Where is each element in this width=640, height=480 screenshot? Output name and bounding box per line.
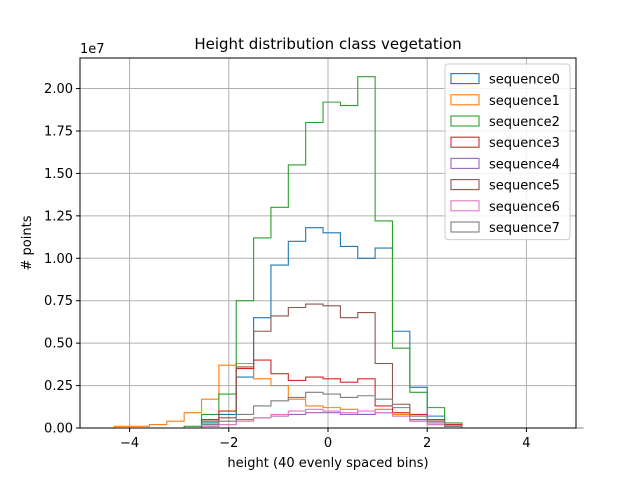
y-axis-label: # points xyxy=(20,215,35,270)
legend-label: sequence3 xyxy=(489,136,560,151)
legend-box xyxy=(444,63,571,241)
chart-title: Height distribution class vegetation xyxy=(194,35,461,53)
y-tick-label: 2.00 xyxy=(44,82,73,97)
legend-swatch xyxy=(450,200,480,212)
legend-swatch xyxy=(450,73,480,85)
legend-label: sequence1 xyxy=(489,94,560,109)
series-step-sequence1 xyxy=(80,362,584,429)
x-tick-label: 4 xyxy=(522,436,530,451)
y-tick-label: 0.00 xyxy=(44,422,73,437)
y-axis-multiplier: 1e7 xyxy=(80,42,105,57)
x-tick-label: −4 xyxy=(120,436,139,451)
y-tick-label: 1.75 xyxy=(44,124,73,139)
legend-label: sequence5 xyxy=(489,179,560,194)
series-step-sequence6 xyxy=(80,408,584,429)
legend-label: sequence6 xyxy=(489,200,560,215)
legend-swatch xyxy=(450,157,480,169)
series-step-sequence5 xyxy=(80,303,584,429)
y-tick-label: 1.25 xyxy=(44,209,73,224)
y-tick-label: 0.50 xyxy=(44,337,73,352)
x-tick-label: 2 xyxy=(423,436,431,451)
legend-label: sequence0 xyxy=(489,73,560,88)
legend-label: sequence7 xyxy=(489,221,560,236)
series-step-sequence0 xyxy=(80,227,584,429)
legend-swatch xyxy=(450,115,480,127)
y-tick-label: 1.50 xyxy=(44,167,73,182)
legend: sequence0 sequence1 sequence2 sequence3 sequ… xyxy=(444,63,571,241)
series-step-sequence4 xyxy=(80,412,584,429)
y-tick-label: 1.00 xyxy=(44,252,73,267)
legend-label: sequence4 xyxy=(489,157,560,172)
tick-labels: −4 −2 0 2 4 0.00 0.25 0.50 0.75 1.00 1.25 1.50 1.75 2… xyxy=(44,82,530,451)
legend-label: sequence2 xyxy=(489,115,560,130)
y-tick-label: 0.25 xyxy=(44,379,73,394)
x-tick-label: −2 xyxy=(219,436,238,451)
x-axis-label: height (40 evenly spaced bins) xyxy=(227,456,428,471)
legend-swatch xyxy=(450,136,480,148)
legend-swatch xyxy=(450,221,480,233)
series-step-sequence7 xyxy=(80,391,584,429)
y-tick-label: 0.75 xyxy=(44,294,73,309)
x-tick-label: 0 xyxy=(324,436,332,451)
legend-swatch xyxy=(450,179,480,191)
legend-swatch xyxy=(450,94,480,106)
